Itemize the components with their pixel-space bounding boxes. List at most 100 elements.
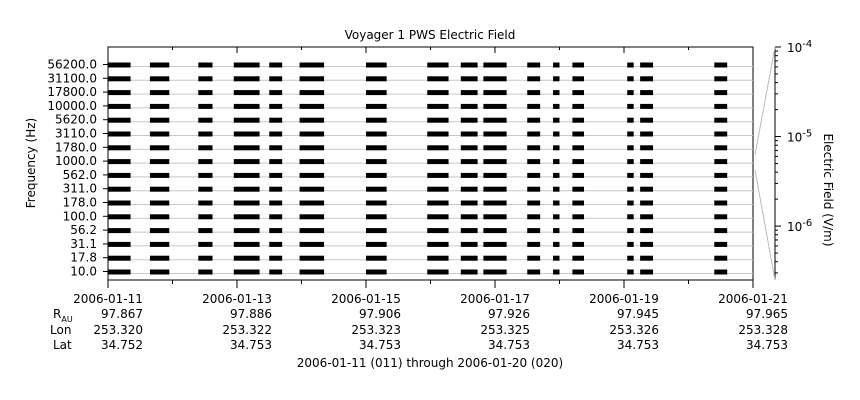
data-bar bbox=[640, 269, 654, 275]
data-bar bbox=[233, 172, 260, 178]
data-bar bbox=[627, 76, 634, 82]
data-bar bbox=[483, 131, 507, 137]
data-bar bbox=[269, 200, 283, 206]
data-bar bbox=[149, 159, 170, 165]
data-bar bbox=[572, 62, 585, 68]
data-bar bbox=[366, 76, 387, 82]
data-bar bbox=[483, 62, 507, 68]
data-bar bbox=[149, 62, 170, 68]
data-bar bbox=[299, 200, 325, 206]
data-bar bbox=[198, 269, 213, 275]
data-bar bbox=[366, 131, 387, 137]
data-bar bbox=[366, 269, 387, 275]
data-bar bbox=[427, 255, 449, 261]
data-bar bbox=[427, 200, 449, 206]
data-bar bbox=[553, 255, 560, 261]
data-bar bbox=[269, 145, 283, 151]
data-bar bbox=[299, 117, 325, 123]
y-tick-label: 178.0 bbox=[63, 196, 97, 210]
y-tick-label: 17.8 bbox=[70, 251, 97, 265]
data-bar bbox=[627, 145, 634, 151]
data-bar bbox=[714, 62, 728, 68]
data-bar bbox=[714, 131, 728, 137]
data-bar bbox=[714, 117, 728, 123]
data-bar bbox=[233, 214, 260, 220]
data-bar bbox=[198, 172, 213, 178]
data-bar bbox=[233, 228, 260, 234]
data-bar bbox=[460, 90, 478, 96]
data-bar bbox=[269, 172, 283, 178]
data-bar bbox=[553, 103, 560, 109]
data-bar bbox=[366, 228, 387, 234]
data-bar bbox=[640, 103, 654, 109]
data-bar bbox=[269, 117, 283, 123]
x-tick-label: 2006-01-21 bbox=[718, 292, 788, 306]
data-bar bbox=[572, 76, 585, 82]
data-bar bbox=[627, 255, 634, 261]
data-bar bbox=[269, 62, 283, 68]
data-bar bbox=[627, 200, 634, 206]
data-bar bbox=[553, 145, 560, 151]
data-bar bbox=[149, 269, 170, 275]
chart-title: Voyager 1 PWS Electric Field bbox=[345, 28, 516, 42]
data-bar bbox=[233, 62, 260, 68]
data-bar bbox=[627, 214, 634, 220]
data-bar bbox=[299, 90, 325, 96]
data-bar bbox=[527, 76, 541, 82]
data-bar bbox=[149, 255, 170, 261]
ephemeris-r-value: 97.965 bbox=[746, 307, 788, 321]
y-axis-title: Frequency (Hz) bbox=[24, 118, 38, 209]
data-bar bbox=[483, 214, 507, 220]
y-axis-ticks: 56200.031100.017800.010000.05620.03110.0… bbox=[47, 58, 108, 279]
x-tick-label: 2006-01-15 bbox=[331, 292, 401, 306]
data-bar bbox=[483, 269, 507, 275]
data-bar bbox=[553, 172, 560, 178]
data-bar bbox=[460, 145, 478, 151]
data-bar bbox=[714, 269, 728, 275]
data-bar bbox=[460, 76, 478, 82]
data-bar bbox=[640, 131, 654, 137]
data-bar bbox=[627, 159, 634, 165]
data-bar bbox=[527, 172, 541, 178]
data-bar bbox=[527, 214, 541, 220]
data-bar bbox=[553, 228, 560, 234]
data-bar bbox=[553, 159, 560, 165]
data-bar bbox=[198, 228, 213, 234]
data-bar bbox=[483, 117, 507, 123]
data-bar bbox=[640, 62, 654, 68]
data-bar bbox=[233, 255, 260, 261]
data-bar bbox=[460, 200, 478, 206]
colorbar-connectors bbox=[754, 46, 776, 281]
data-bar bbox=[553, 62, 560, 68]
data-bar bbox=[714, 103, 728, 109]
time-range-footer: 2006-01-11 (011) through 2006-01-20 (020… bbox=[297, 356, 563, 370]
data-bar bbox=[269, 90, 283, 96]
data-bar bbox=[366, 241, 387, 247]
data-bar bbox=[553, 269, 560, 275]
x-tick-label: 2006-01-17 bbox=[460, 292, 530, 306]
ephemeris-lat-value: 34.753 bbox=[230, 338, 272, 352]
data-bar bbox=[108, 186, 131, 192]
data-bar bbox=[553, 214, 560, 220]
data-bar bbox=[460, 117, 478, 123]
data-bar bbox=[483, 159, 507, 165]
data-bar bbox=[198, 103, 213, 109]
ephemeris-lon-value: 253.326 bbox=[609, 323, 659, 337]
data-bar bbox=[460, 186, 478, 192]
data-bar bbox=[640, 90, 654, 96]
x-tick-label: 2006-01-11 bbox=[73, 292, 143, 306]
data-bar bbox=[299, 228, 325, 234]
colorbar-connector bbox=[754, 169, 776, 281]
data-bar bbox=[640, 255, 654, 261]
data-bar bbox=[714, 90, 728, 96]
data-bar bbox=[108, 131, 131, 137]
data-bar bbox=[714, 172, 728, 178]
data-bar bbox=[572, 255, 585, 261]
data-bar bbox=[483, 76, 507, 82]
data-bar bbox=[427, 159, 449, 165]
data-bar bbox=[427, 145, 449, 151]
y-tick-label: 56.2 bbox=[70, 223, 97, 237]
data-bar bbox=[460, 241, 478, 247]
data-bar bbox=[366, 117, 387, 123]
data-bar bbox=[460, 255, 478, 261]
